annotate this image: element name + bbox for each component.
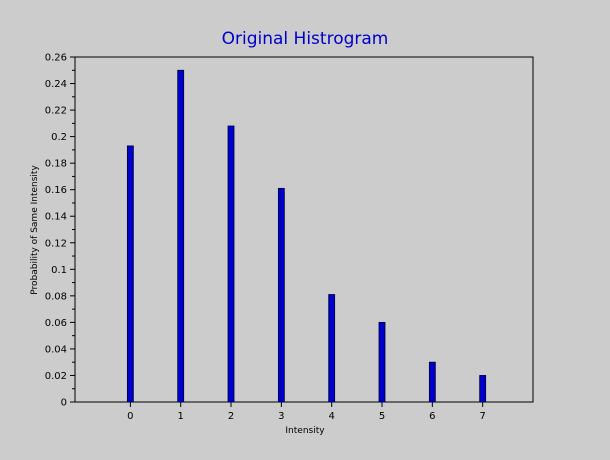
bar-intensity-1 (177, 69, 185, 403)
y-tick-label: 0.04 (45, 344, 67, 355)
y-tick-label: 0.22 (45, 106, 67, 117)
x-tick-label: 1 (178, 411, 184, 422)
plot-frame (74, 56, 534, 403)
y-tick-label: 0.24 (45, 79, 67, 90)
y-tick-label: 0.12 (45, 238, 67, 249)
bar-intensity-3 (277, 187, 285, 403)
x-tick-label: 6 (429, 411, 435, 422)
y-tick-label: 0.1 (51, 265, 67, 276)
y-tick-label: 0.26 (45, 53, 67, 64)
x-tick-label: 4 (328, 411, 334, 422)
x-tick-label: 3 (278, 411, 284, 422)
y-tick-label: 0.08 (45, 291, 67, 302)
x-tick-label: 7 (479, 411, 485, 422)
y-tick-label: 0.18 (45, 159, 67, 170)
y-tick-label: 0.06 (45, 318, 67, 329)
x-tick-label: 2 (228, 411, 234, 422)
bar-intensity-6 (428, 361, 436, 403)
x-axis-label: Intensity (285, 426, 325, 436)
bar-intensity-2 (227, 125, 235, 403)
y-tick-label: 0.14 (45, 212, 67, 223)
y-tick-label: 0.16 (45, 185, 67, 196)
x-tick-label: 5 (379, 411, 385, 422)
y-tick-label: 0 (61, 398, 67, 409)
bar-intensity-4 (328, 294, 336, 403)
chart-title: Original Histrogram (222, 29, 389, 49)
bar-intensity-7 (479, 375, 487, 403)
x-tick-label: 0 (127, 411, 133, 422)
bar-intensity-5 (378, 321, 386, 403)
y-axis-label: Probability of Same Intensity (30, 165, 40, 295)
bar-intensity-0 (126, 145, 134, 403)
y-tick-label: 0.2 (51, 132, 67, 143)
y-tick-label: 0.02 (45, 371, 67, 382)
